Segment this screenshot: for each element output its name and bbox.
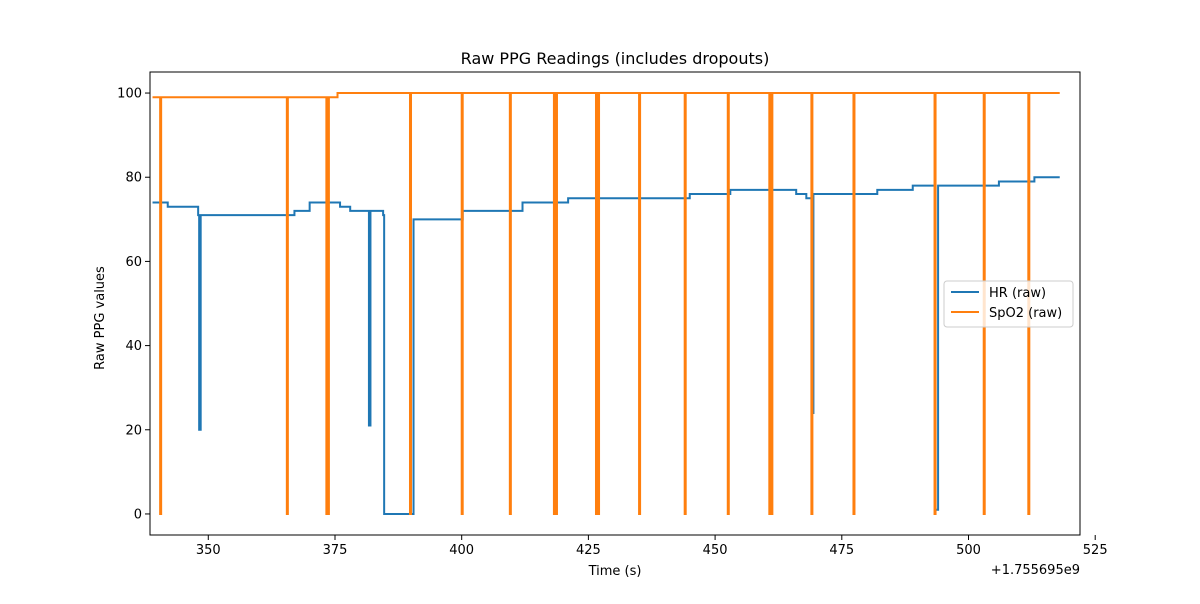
y-tick-label: 0 bbox=[134, 507, 142, 522]
x-tick-label: 400 bbox=[449, 543, 474, 558]
x-tick-label: 425 bbox=[576, 543, 601, 558]
series-line-spo2 bbox=[152, 92, 1060, 515]
x-axis-ticks: 350 375 400 425 450 475 500 525 bbox=[196, 535, 1108, 558]
x-axis-label: Time (s) bbox=[588, 564, 642, 579]
legend-label-hr: HR (raw) bbox=[989, 286, 1046, 301]
plot-area bbox=[152, 92, 1060, 515]
y-tick-label: 20 bbox=[125, 423, 142, 438]
x-axis-offset-label: +1.755695e9 bbox=[991, 563, 1080, 578]
y-axis-ticks: 0 20 40 60 80 100 bbox=[117, 87, 150, 522]
series-line-hr bbox=[152, 176, 1060, 515]
x-tick-label: 350 bbox=[196, 543, 221, 558]
y-tick-label: 80 bbox=[125, 171, 142, 186]
x-tick-label: 450 bbox=[703, 543, 728, 558]
y-tick-label: 40 bbox=[125, 339, 142, 354]
x-tick-label: 500 bbox=[956, 543, 981, 558]
y-axis-label: Raw PPG values bbox=[93, 266, 108, 370]
chart-title: Raw PPG Readings (includes dropouts) bbox=[461, 49, 770, 68]
axes-frame bbox=[149, 71, 1081, 536]
y-tick-label: 100 bbox=[117, 87, 142, 102]
x-tick-label: 475 bbox=[829, 543, 854, 558]
legend: HR (raw) SpO2 (raw) bbox=[943, 280, 1074, 328]
x-tick-label: 525 bbox=[1083, 543, 1108, 558]
legend-label-spo2: SpO2 (raw) bbox=[989, 306, 1062, 321]
x-tick-label: 375 bbox=[323, 543, 348, 558]
y-tick-label: 60 bbox=[125, 255, 142, 270]
